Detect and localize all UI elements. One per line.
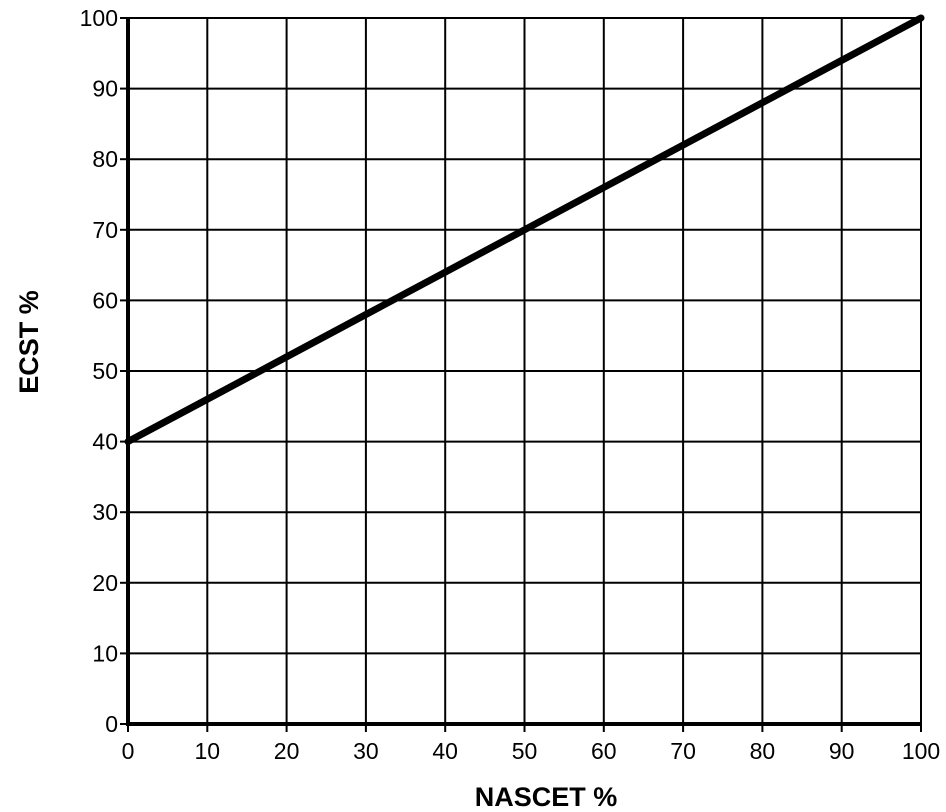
- y-tick-label-10: 100: [80, 5, 118, 31]
- y-tick-label-2: 20: [92, 570, 118, 596]
- x-tick-label-3: 30: [353, 738, 379, 764]
- y-tick-label-8: 80: [92, 146, 118, 172]
- y-tick-label-1: 10: [92, 640, 118, 666]
- x-axis-title: NASCET %: [475, 782, 618, 812]
- x-tick-label-7: 70: [670, 738, 696, 764]
- y-tick-label-6: 60: [92, 287, 118, 313]
- y-tick-label-0: 0: [105, 711, 118, 737]
- x-tick-label-5: 50: [512, 738, 538, 764]
- x-tick-label-8: 80: [750, 738, 776, 764]
- x-tick-label-9: 90: [829, 738, 855, 764]
- grid: [128, 17, 922, 724]
- y-axis-title: ECST %: [14, 290, 44, 394]
- series-line-0: [124, 14, 925, 446]
- x-tick-labels: 0 10 20 30 40 50 60 70 80 90 100: [122, 738, 941, 764]
- x-tick-label-6: 60: [591, 738, 617, 764]
- axes: [120, 17, 922, 732]
- y-tick-label-7: 70: [92, 217, 118, 243]
- y-tick-label-3: 30: [92, 499, 118, 525]
- y-tick-label-5: 50: [92, 358, 118, 384]
- x-tick-label-4: 40: [432, 738, 458, 764]
- y-tick-label-4: 40: [92, 429, 118, 455]
- x-tick-label-1: 10: [195, 738, 221, 764]
- y-tick-label-9: 90: [92, 76, 118, 102]
- x-tick-label-0: 0: [122, 738, 135, 764]
- x-tick-label-10: 100: [902, 738, 940, 764]
- y-tick-labels: 0 10 20 30 40 50 60 70 80 90 100: [80, 5, 118, 737]
- x-tick-label-2: 20: [274, 738, 300, 764]
- series-layer: [124, 14, 925, 446]
